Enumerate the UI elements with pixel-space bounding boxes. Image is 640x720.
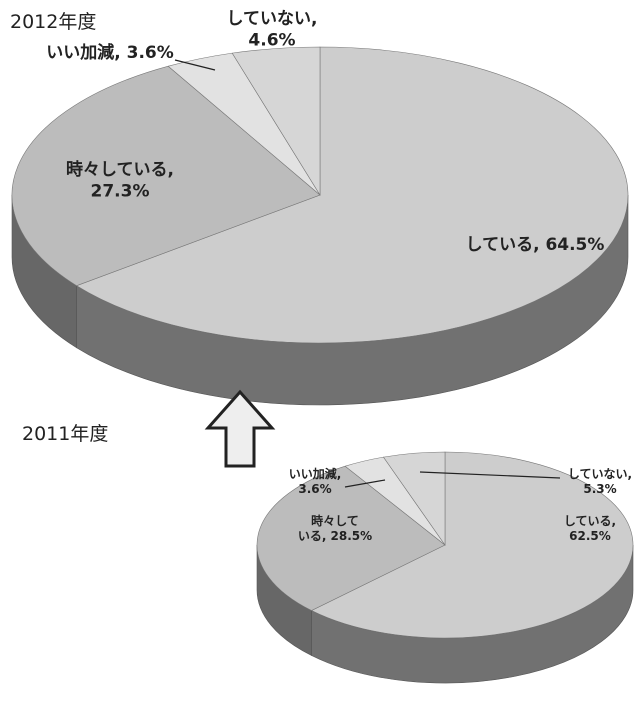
- data-label: いい加減, 3.6%: [289, 466, 342, 496]
- slice: [256, 465, 446, 611]
- data-label: いい加減, 3.6%: [46, 42, 174, 63]
- slice: [75, 46, 629, 344]
- slice: [382, 451, 446, 546]
- data-label: していない, 5.3%: [568, 467, 632, 496]
- chart-title: 2011年度: [22, 423, 108, 445]
- leader-line: [344, 479, 386, 488]
- chart-title: 2012年度: [10, 11, 96, 33]
- slice: [231, 46, 321, 197]
- leader-line: [174, 59, 216, 71]
- slice: [310, 451, 634, 639]
- data-label: している, 62.5%: [564, 514, 616, 543]
- data-label: している, 64.5%: [466, 235, 605, 255]
- arrow: [204, 389, 276, 468]
- leader-line: [419, 471, 561, 479]
- data-label: 時々している, 27.3%: [66, 159, 174, 201]
- data-label: 時々している, 28.5%: [298, 513, 372, 543]
- data-label: していない, 4.6%: [227, 9, 318, 50]
- slice: [11, 65, 321, 287]
